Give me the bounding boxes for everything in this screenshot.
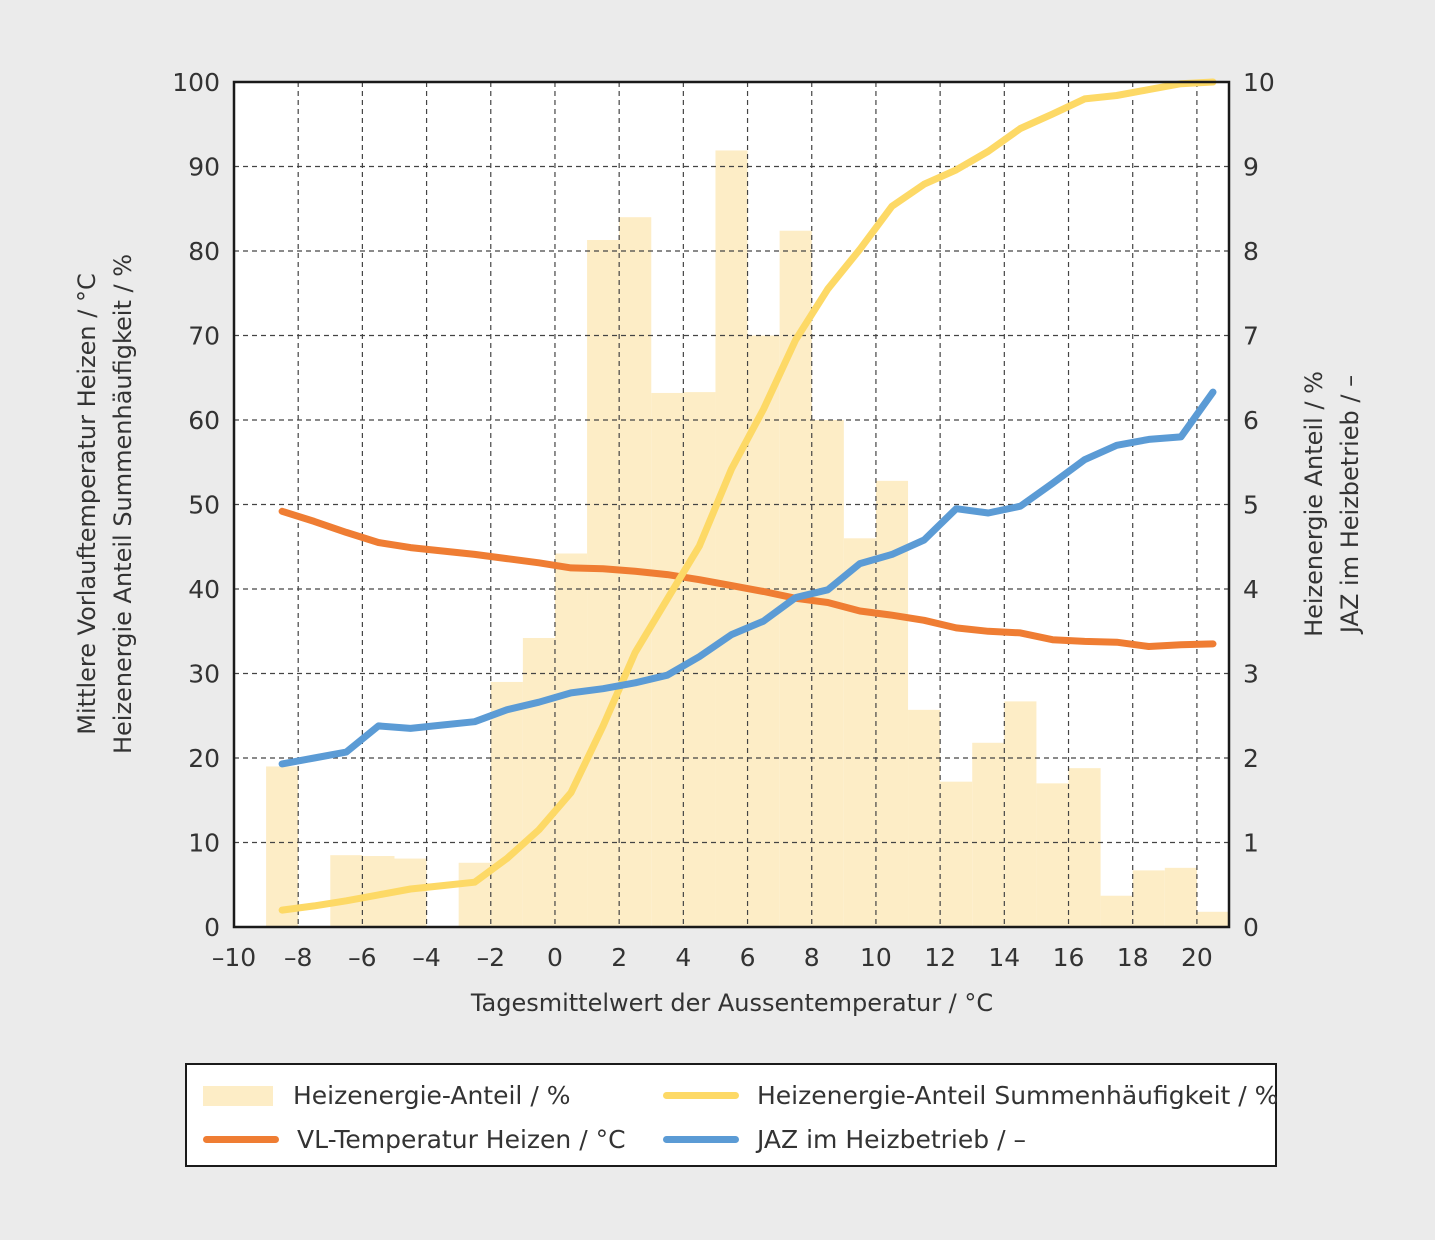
x-tick-label: 20: [1181, 943, 1213, 972]
bar: [522, 638, 555, 927]
y-left-tick-label: 70: [188, 322, 220, 351]
bar: [972, 742, 1005, 927]
y-left-tick-label: 90: [188, 153, 220, 182]
y-right-tick-label: 0: [1243, 913, 1259, 942]
y-right-tick-label: 5: [1243, 491, 1259, 520]
y-left-tick-label: 40: [188, 575, 220, 604]
y-left-tick-label: 30: [188, 660, 220, 689]
bar: [554, 553, 588, 927]
y-left-tick-label: 0: [204, 913, 220, 942]
y-right-axis-title-2: JAZ im Heizbetrieb / –: [1336, 375, 1364, 635]
y-left-tick-label: 20: [188, 744, 220, 773]
y-left-axis-title-1: Mittlere Vorlauftemperatur Heizen / °C: [73, 273, 101, 734]
y-left-tick-label: 100: [172, 68, 220, 97]
bar: [715, 150, 748, 927]
bar: [330, 855, 363, 927]
x-axis-title: Tagesmittelwert der Aussentemperatur / °…: [470, 989, 993, 1017]
x-tick-label: –6: [348, 943, 376, 972]
y-left-axis-title-2: Heizenergie Anteil Summenhäufigkeit / %: [109, 254, 137, 754]
legend-label-sum: Heizenergie-Anteil Summenhäufigkeit / %: [757, 1081, 1279, 1110]
legend-label-jaz: JAZ im Heizbetrieb / –: [757, 1125, 1026, 1154]
bar: [490, 681, 523, 927]
bar: [1036, 783, 1069, 927]
bar: [266, 766, 299, 927]
y-right-tick-label: 2: [1243, 744, 1259, 773]
x-tick-label: –10: [212, 943, 256, 972]
bar: [843, 538, 876, 927]
legend-swatch-sum: [663, 1092, 739, 1099]
x-tick-label: 10: [860, 943, 892, 972]
y-left-tick-label: 60: [188, 406, 220, 435]
y-right-axis-title-1: Heizenergie Anteil / %: [1300, 371, 1328, 637]
x-tick-label: 18: [1117, 943, 1149, 972]
legend-item-bars: Heizenergie-Anteil / %: [203, 1081, 570, 1110]
x-tick-label: 4: [675, 943, 691, 972]
chart: –10 –8 –6 –4 –2 0 2 4 6 8 10 12 14 16 18 20 0 0 10 1 20 2 30 3 4…: [73, 68, 1364, 1017]
y-left-tick-label: 80: [188, 237, 220, 266]
plot-frame: [232, 80, 1231, 929]
bar: [1004, 701, 1037, 927]
legend-swatch-bars: [203, 1085, 273, 1106]
bar: [1100, 895, 1133, 927]
x-tick-label: 6: [740, 943, 756, 972]
legend-item-sum: Heizenergie-Anteil Summenhäufigkeit / %: [663, 1081, 1278, 1110]
series-line-jaz: [278, 388, 1217, 768]
bar: [908, 709, 941, 927]
legend-swatch-jaz: [663, 1136, 739, 1143]
y-right-tick-label: 3: [1243, 660, 1259, 689]
y-right-tick-label: 4: [1243, 575, 1259, 604]
x-tick-label: 8: [804, 943, 820, 972]
legend: Heizenergie-Anteil / % VL-Temperatur Hei…: [185, 1063, 1278, 1167]
legend-swatch-vl: [203, 1136, 279, 1143]
y-right-tick-label: 9: [1243, 153, 1259, 182]
bar: [940, 781, 973, 927]
y-right-tick-label: 6: [1243, 406, 1259, 435]
y-right-tick-label: 10: [1243, 68, 1275, 97]
y-left-tick-label: 50: [188, 491, 220, 520]
x-tick-label: 0: [547, 943, 563, 972]
x-tick-label: 12: [924, 943, 956, 972]
bar: [1164, 867, 1197, 927]
legend-item-vl: VL-Temperatur Heizen / °C: [203, 1125, 626, 1154]
x-tick-label: –4: [412, 943, 440, 972]
x-tick-label: –2: [477, 943, 505, 972]
series-line-vl-temperatur: [278, 507, 1217, 650]
bar: [651, 392, 684, 928]
x-tick-label: –8: [284, 943, 312, 972]
bar: [1196, 911, 1229, 927]
bar: [587, 240, 620, 927]
series-line-summenhaeufigkeit: [278, 78, 1217, 914]
legend-item-jaz: JAZ im Heizbetrieb / –: [663, 1125, 1026, 1154]
x-tick-label: 2: [611, 943, 627, 972]
y-right-tick-label: 8: [1243, 237, 1259, 266]
legend-label-bars: Heizenergie-Anteil / %: [293, 1081, 571, 1110]
y-right-tick-label: 7: [1243, 322, 1259, 351]
bar: [1132, 870, 1165, 927]
legend-label-vl: VL-Temperatur Heizen / °C: [297, 1125, 626, 1154]
x-tick-label: 14: [988, 943, 1020, 972]
y-left-tick-label: 10: [188, 829, 220, 858]
x-tick-label: 16: [1053, 943, 1085, 972]
y-right-tick-label: 1: [1243, 829, 1259, 858]
bar: [1068, 768, 1101, 927]
